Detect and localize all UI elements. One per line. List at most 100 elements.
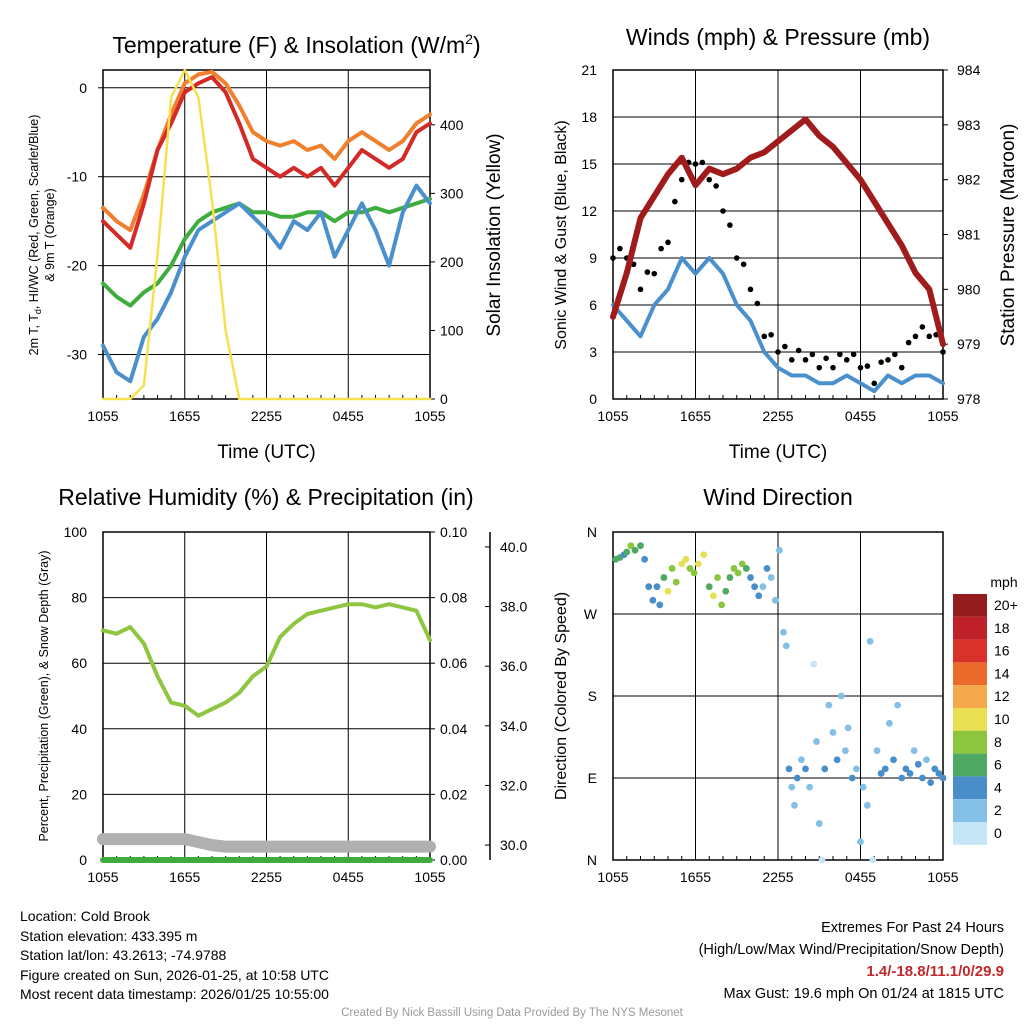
direction-point xyxy=(631,546,639,554)
legend-swatch xyxy=(953,639,987,663)
direction-point xyxy=(802,765,809,773)
gust-point xyxy=(740,261,747,268)
x-tick-label: 1055 xyxy=(597,408,628,424)
gust-point xyxy=(651,270,658,277)
y2-tick-label: 0 xyxy=(440,391,448,407)
legend-swatch xyxy=(953,685,987,708)
y-axis-label-left: 2m T, Td, HI/WC (Red, Green, Scarlet/Blu… xyxy=(27,115,43,356)
direction-point xyxy=(637,542,644,550)
direction-point xyxy=(810,660,818,668)
x-tick-label: 1655 xyxy=(169,408,200,424)
chart-title-wind-direction: Wind Direction xyxy=(703,484,853,510)
station-location: Location: Cold Brook xyxy=(20,908,150,924)
gust-point xyxy=(850,351,857,358)
direction-point xyxy=(718,601,726,609)
direction-point xyxy=(859,783,867,791)
x-tick-label: 2255 xyxy=(251,408,282,424)
series-2m-t xyxy=(101,75,432,250)
series-wc xyxy=(101,183,432,384)
gust-point xyxy=(788,357,795,363)
gust-point xyxy=(672,198,678,205)
direction-point xyxy=(914,760,922,768)
legend-label: 12 xyxy=(994,688,1010,704)
max-gust: Max Gust: 19.6 mph On 01/24 at 1815 UTC xyxy=(723,986,1004,1002)
y-axis-label-right: Station Pressure (Maroon) xyxy=(998,124,1019,347)
x-tick-label: 1655 xyxy=(680,869,711,885)
y2-tick-label: 979 xyxy=(957,336,981,352)
y3-tick-label: 38.0 xyxy=(500,599,527,615)
direction-point xyxy=(906,770,914,777)
legend-swatch xyxy=(953,594,987,617)
legend-label: 2 xyxy=(994,802,1002,818)
gust-point xyxy=(898,364,905,371)
gust-point xyxy=(617,245,623,252)
direction-point xyxy=(771,596,779,604)
direction-point xyxy=(738,560,746,568)
direction-point xyxy=(742,565,750,572)
direction-point xyxy=(935,770,943,777)
x-tick-label: 1055 xyxy=(927,408,958,424)
direction-point xyxy=(672,578,680,586)
recent-timestamp: Most recent data timestamp: 2026/01/25 1… xyxy=(20,986,329,1002)
y-tick-label: N xyxy=(587,852,597,868)
direction-point xyxy=(734,569,742,577)
gust-point xyxy=(713,183,719,189)
y2-tick-label: 0.04 xyxy=(440,721,467,737)
y2-tick-label: 300 xyxy=(440,185,464,201)
legend-label: 0 xyxy=(994,825,1002,841)
legend-title: mph xyxy=(990,574,1017,590)
x-tick-label: 1655 xyxy=(680,408,711,424)
y-tick-label: 6 xyxy=(589,297,597,313)
direction-point xyxy=(869,856,877,864)
legend-swatch xyxy=(953,730,987,754)
legend-swatch xyxy=(953,822,987,845)
extremes-values: 1.4/-18.8/11.1/0/29.9 xyxy=(866,963,1004,980)
direction-point xyxy=(927,779,935,786)
legend-label: 20+ xyxy=(994,597,1018,613)
chart-title-humidity: Relative Humidity (%) & Precipitation (i… xyxy=(58,484,473,510)
gust-point xyxy=(892,351,898,358)
direction-point xyxy=(645,583,653,591)
direction-point xyxy=(815,820,823,827)
direction-point xyxy=(668,565,676,572)
direction-point xyxy=(700,551,708,559)
gust-point xyxy=(706,176,713,183)
gust-point xyxy=(926,333,933,340)
series-snow-depth xyxy=(97,833,436,853)
x-tick-label: 0455 xyxy=(845,869,876,885)
x-tick-label: 2255 xyxy=(762,408,793,424)
x-axis-label: Time (UTC) xyxy=(217,442,316,463)
legend-label: 10 xyxy=(994,711,1010,727)
direction-point xyxy=(829,729,837,736)
gust-point xyxy=(864,363,871,369)
direction-point xyxy=(653,583,661,591)
legend-swatch xyxy=(953,662,987,686)
direction-point xyxy=(682,555,690,563)
direction-point xyxy=(788,783,796,791)
legend-swatch xyxy=(953,753,987,777)
legend-label: 4 xyxy=(994,779,1002,795)
legend-label: 18 xyxy=(994,620,1010,636)
y-tick-label: 21 xyxy=(581,62,597,78)
direction-point xyxy=(785,765,793,773)
direction-point xyxy=(797,756,805,764)
y2-tick-label: 984 xyxy=(957,62,981,78)
x-tick-label: 0455 xyxy=(333,408,364,424)
direction-point xyxy=(931,765,939,773)
gust-point xyxy=(919,324,926,330)
y-tick-label: 18 xyxy=(581,109,597,125)
gust-point xyxy=(775,349,781,355)
x-tick-label: 0455 xyxy=(333,869,364,885)
direction-point xyxy=(747,574,754,581)
y-tick-label: 0 xyxy=(79,80,87,96)
legend-swatch xyxy=(953,799,987,822)
plot-frame-winds xyxy=(612,69,944,400)
station-elevation: Station elevation: 433.395 m xyxy=(20,927,198,944)
direction-point xyxy=(623,548,631,556)
direction-point xyxy=(881,765,889,773)
gust-point xyxy=(658,245,664,252)
y-axis-label-right: Solar Insolation (Yellow) xyxy=(484,133,505,336)
gust-point xyxy=(692,161,699,167)
direction-point xyxy=(821,765,829,773)
